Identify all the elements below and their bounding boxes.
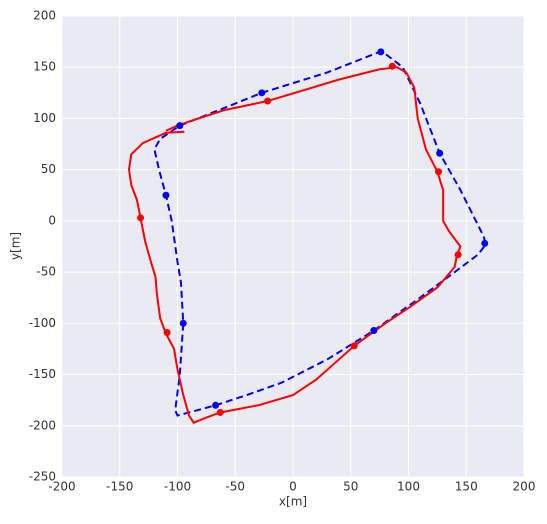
y-tick-label: -100 — [29, 316, 56, 330]
marker — [435, 168, 443, 176]
line — [127, 66, 462, 424]
x-tick-label: -100 — [164, 480, 191, 494]
marker — [258, 89, 266, 97]
marker — [454, 251, 462, 259]
y-tick-label: -200 — [29, 418, 56, 432]
marker — [179, 319, 187, 327]
marker — [436, 149, 444, 157]
y-tick-label: -250 — [29, 470, 56, 484]
marker — [377, 48, 385, 56]
y-tick-label: 50 — [41, 162, 56, 176]
marker — [481, 239, 489, 247]
marker — [370, 327, 378, 335]
marker — [163, 329, 171, 337]
x-tick-label: 200 — [513, 480, 536, 494]
x-tick-label: -150 — [106, 480, 133, 494]
y-tick-label: -50 — [36, 265, 56, 279]
y-tick-label: 200 — [33, 9, 56, 23]
x-tick-label: -200 — [48, 480, 75, 494]
y-tick-label: 100 — [33, 111, 56, 125]
line — [153, 50, 487, 417]
x-tick-label: 0 — [289, 480, 297, 494]
marker — [264, 97, 272, 105]
x-tick-label: 50 — [343, 480, 358, 494]
y-axis-label: y[m] — [9, 232, 23, 260]
marker — [212, 401, 220, 409]
marker — [176, 122, 184, 130]
x-axis-label: x[m] — [279, 495, 307, 509]
y-tick-label: -150 — [29, 367, 56, 381]
x-tick-label: -50 — [225, 480, 245, 494]
marker — [216, 408, 224, 416]
marker — [137, 214, 145, 222]
marker — [350, 342, 358, 350]
x-tick-label: 150 — [455, 480, 478, 494]
x-tick-label: 100 — [397, 480, 420, 494]
y-tick-label: 150 — [33, 60, 56, 74]
marker — [162, 191, 170, 199]
marker — [388, 62, 396, 70]
y-tick-label: 0 — [48, 213, 56, 227]
